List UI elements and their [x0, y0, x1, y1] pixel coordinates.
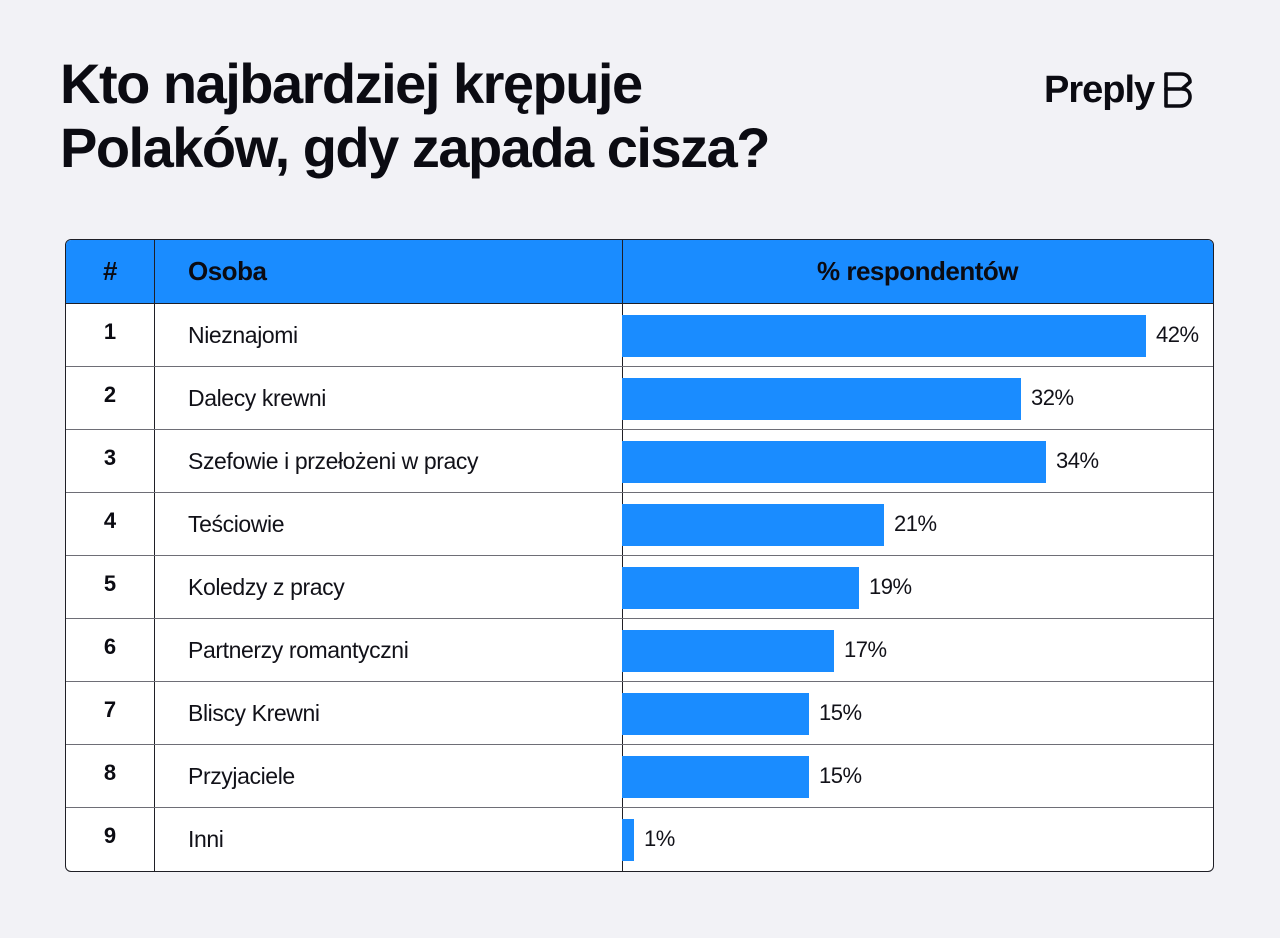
- rank-number: 8: [103, 760, 117, 785]
- person-label: Partnerzy romantyczni: [188, 637, 409, 663]
- rank-number: 7: [103, 697, 117, 722]
- person-label: Koledzy z pracy: [188, 574, 345, 600]
- bar: [622, 315, 1146, 357]
- title-line-1: Kto najbardziej krępuje: [60, 52, 643, 115]
- bar: [622, 756, 809, 798]
- bar: [622, 504, 884, 546]
- bar: [622, 630, 834, 672]
- table-row: 8 Przyjaciele 15%: [66, 745, 1213, 808]
- bar: [622, 567, 859, 609]
- person-label: Teściowie: [188, 511, 285, 537]
- preply-logo-icon: [1164, 72, 1192, 108]
- header-rank: #: [103, 256, 117, 286]
- bar: [622, 693, 809, 735]
- rank-number: 1: [103, 319, 117, 344]
- person-label: Przyjaciele: [188, 763, 295, 789]
- bar-value-label: 15%: [819, 700, 862, 725]
- header-percent: % respondentów: [816, 256, 1019, 286]
- bar-value-label: 17%: [844, 637, 887, 662]
- rank-number: 9: [103, 823, 117, 848]
- header-person: Osoba: [188, 256, 267, 286]
- bar: [622, 819, 634, 861]
- bar-value-label: 19%: [869, 574, 912, 599]
- rank-number: 6: [103, 634, 117, 659]
- person-label: Nieznajomi: [188, 322, 298, 348]
- table-row: 3 Szefowie i przełożeni w pracy 34%: [66, 430, 1213, 493]
- bar-value-label: 34%: [1056, 448, 1099, 473]
- person-label: Inni: [188, 826, 224, 852]
- title-line-2: Polaków, gdy zapada cisza?: [60, 116, 770, 179]
- table-row: 7 Bliscy Krewni 15%: [66, 682, 1213, 745]
- preply-logo: Preply: [1044, 64, 1194, 116]
- table-header: # Osoba % respondentów: [66, 240, 1213, 304]
- bar-value-label: 21%: [894, 511, 937, 536]
- person-label: Dalecy krewni: [188, 385, 326, 411]
- bar-value-label: 42%: [1156, 322, 1199, 347]
- person-label: Bliscy Krewni: [188, 700, 320, 726]
- bar: [622, 441, 1046, 483]
- table-row: 5 Koledzy z pracy 19%: [66, 556, 1213, 619]
- rank-number: 5: [103, 571, 117, 596]
- table-row: 6 Partnerzy romantyczni 17%: [66, 619, 1213, 682]
- table-row: 1 Nieznajomi 42%: [66, 304, 1213, 367]
- bar-value-label: 1%: [644, 826, 675, 851]
- chart-title: Kto najbardziej krępuje Polaków, gdy zap…: [60, 52, 1040, 180]
- ranking-table: # Osoba % respondentów 1 Nieznajomi 42% 2 Da…: [65, 239, 1214, 872]
- person-label: Szefowie i przełożeni w pracy: [188, 448, 479, 474]
- table-row: 2 Dalecy krewni 32%: [66, 367, 1213, 430]
- table-row: 4 Teściowie 21%: [66, 493, 1213, 556]
- rank-number: 4: [103, 508, 117, 533]
- brand-name: Preply: [1044, 68, 1155, 111]
- rank-number: 3: [103, 445, 117, 470]
- table-row: 9 Inni 1%: [66, 808, 1213, 871]
- bar-value-label: 32%: [1031, 385, 1074, 410]
- rank-number: 2: [103, 382, 117, 407]
- bar: [622, 378, 1021, 420]
- bar-value-label: 15%: [819, 763, 862, 788]
